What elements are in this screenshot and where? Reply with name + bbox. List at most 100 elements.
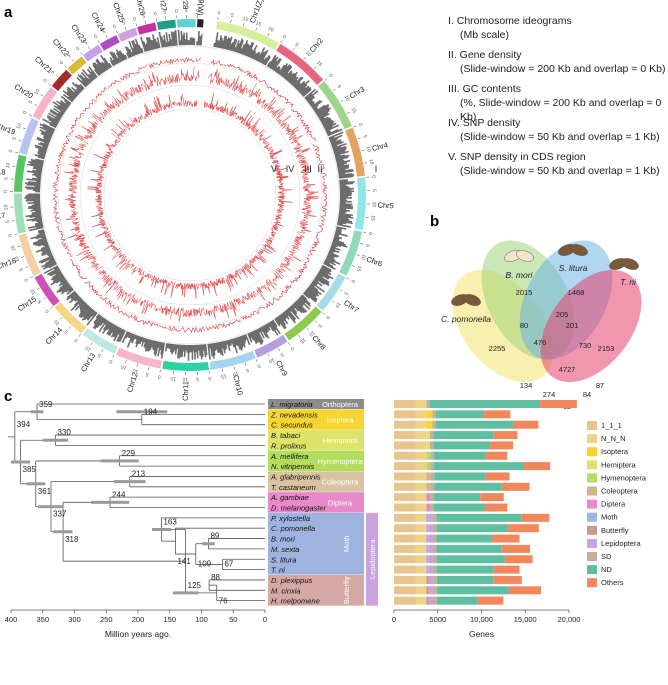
gene-density-bar	[325, 124, 339, 132]
chromosome-label: Chr8	[310, 333, 327, 351]
age-ci-bar	[113, 480, 146, 484]
snp-density-line	[169, 306, 203, 322]
gene-density-bar	[84, 77, 91, 85]
gene-density-bar	[143, 338, 148, 348]
node-age-label: 244	[112, 490, 126, 499]
gene-density-bar	[27, 224, 44, 229]
legend-label: 1_1_1	[601, 421, 622, 430]
chromosome-ideogram	[209, 350, 256, 370]
gene-density-bar	[323, 120, 335, 128]
gene-density-bar	[59, 110, 65, 115]
mb-tick	[364, 162, 368, 164]
gene-density-bar	[323, 122, 334, 129]
mb-tick-label: 5	[83, 40, 89, 47]
gene-density-bar	[47, 253, 53, 257]
legend-swatch	[587, 486, 597, 496]
gene-density-bar	[81, 308, 93, 321]
mb-tick	[306, 327, 310, 331]
gene-density-bar	[59, 278, 67, 285]
mb-tick	[347, 111, 350, 114]
gene-density-bar	[144, 338, 149, 349]
gene-density-bar	[339, 202, 353, 206]
bar-segment	[415, 482, 427, 491]
gene-density-bar	[268, 321, 279, 336]
gene-density-bar	[312, 104, 319, 110]
gene-density-bar	[33, 172, 42, 176]
gene-density-bar	[334, 150, 346, 155]
bar-segment	[415, 493, 427, 502]
gc-content-line	[265, 284, 292, 309]
gene-density-bar	[326, 254, 335, 260]
bar-segment	[523, 462, 551, 471]
mb-tick-label: 0	[44, 308, 51, 314]
gc-content-line	[70, 258, 88, 280]
mb-tick	[125, 360, 127, 364]
chromosome-ideogram	[339, 230, 363, 276]
chromosome-ideogram	[32, 87, 58, 120]
order-label: Hymenoptera	[317, 457, 363, 466]
mb-tick	[135, 23, 137, 27]
snp-cds-line	[271, 159, 289, 186]
gene-density-bar	[311, 282, 325, 293]
track-legend-detail: (Slide-window = 200 Kb and overlap = 0 K…	[460, 63, 666, 75]
gene-density-bar	[35, 223, 43, 227]
snp-cds-line	[174, 282, 200, 299]
snp-density-line	[151, 72, 168, 87]
venn-count: 4727	[559, 365, 576, 374]
gene-density-bar	[124, 46, 132, 58]
bar-segment	[432, 555, 437, 564]
gene-density-bar	[332, 143, 347, 150]
gene-density-bar	[291, 304, 296, 309]
gene-density-bar	[320, 116, 329, 123]
gene-density-bar	[256, 47, 266, 62]
chromosome-label: Chr25	[111, 1, 127, 23]
gene-density-bar	[50, 269, 61, 277]
chromosome-label: Chr15	[16, 294, 38, 313]
taxon-label: C. pomonella	[271, 524, 315, 533]
gene-density-bar	[32, 238, 47, 245]
bar-segment	[426, 503, 431, 512]
snp-cds-line	[235, 110, 265, 136]
gene-density-bar	[30, 208, 41, 212]
gene-density-bar	[282, 311, 290, 320]
mb-tick	[88, 46, 91, 50]
mb-tick	[244, 363, 247, 367]
mb-tick-label: 15	[298, 336, 306, 344]
gene-density-bar	[293, 76, 304, 88]
bar-segment	[433, 441, 491, 450]
gene-density-bar	[336, 227, 342, 231]
gene-density-bar	[154, 38, 159, 49]
gene-density-bar	[55, 115, 62, 120]
gene-density-bar	[325, 257, 341, 265]
mb-tick-label: 10	[232, 370, 239, 377]
snp-density-line	[97, 269, 119, 294]
gene-density-bar	[315, 275, 330, 285]
gene-density-bar	[313, 278, 319, 283]
bar-segment	[429, 400, 541, 408]
gene-density-bar	[31, 204, 41, 207]
gene-density-bar	[313, 107, 318, 111]
gene-density-bar	[102, 318, 107, 324]
gc-content-line	[84, 281, 108, 304]
bar-segment	[426, 596, 429, 605]
mb-tick-label: 0	[3, 190, 9, 193]
legend-label: Hymenoptera	[601, 473, 647, 482]
gene-density-bar	[334, 150, 349, 157]
legend-label: Hemiptera	[601, 460, 636, 469]
mb-tick-label: 5	[142, 14, 146, 21]
bar-segment	[433, 431, 494, 440]
gene-density-bar	[335, 156, 349, 161]
gene-density-bar	[245, 41, 254, 57]
gene-density-bar	[105, 322, 112, 331]
snp-cds-line	[111, 252, 135, 270]
chromosome-ideogram	[34, 273, 60, 307]
bar-segment	[434, 472, 486, 481]
gene-density-bar	[137, 336, 142, 345]
gene-density-bar	[60, 95, 72, 105]
mb-tick-label: 5	[66, 53, 72, 59]
mb-tick-label: 0	[132, 16, 137, 23]
track-legend-detail: (%, Slide-window = 200 Kb and overlap = …	[460, 97, 662, 123]
gene-density-bar	[300, 86, 311, 96]
gene-density-bar	[270, 320, 281, 335]
gene-density-bar	[144, 339, 150, 352]
